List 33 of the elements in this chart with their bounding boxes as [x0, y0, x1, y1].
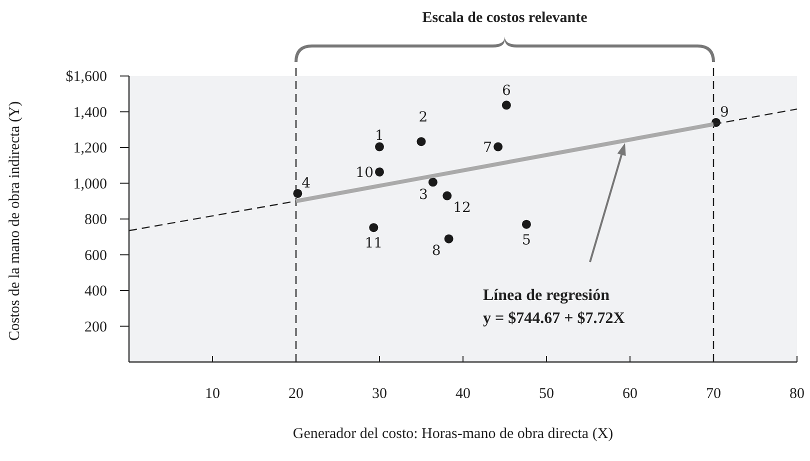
y-tick-label: 1,400 [73, 104, 107, 121]
y-axis-title: Costos de la mano de obra indirecta (Y) [7, 101, 23, 341]
x-tick-label: 60 [622, 386, 638, 402]
annotation: 8 [432, 242, 441, 259]
y-tick-label: 1,000 [73, 176, 107, 192]
x-tick-label: 50 [539, 386, 554, 402]
x-tick-label: 80 [790, 386, 804, 402]
annotation: 11 [364, 236, 383, 252]
annotation: Línea de regresión [483, 287, 610, 304]
y-tick-label: 200 [84, 319, 107, 336]
annotation: 6 [502, 83, 511, 100]
annotation: 5 [522, 232, 531, 248]
annotation: 7 [483, 140, 492, 156]
annotation: 10 [356, 164, 374, 181]
text: Escala de costos relevante [422, 10, 588, 26]
x-tick-label: 10 [205, 386, 220, 402]
x-tick-label: 40 [456, 386, 470, 402]
x-axis-title: Generador del costo: Horas-mano de obra directa (X) [292, 426, 614, 442]
y-tick-label: 400 [84, 284, 107, 300]
annotation: 2 [418, 110, 428, 126]
annotation: 1 [375, 128, 384, 144]
y-tick-label: 600 [84, 248, 107, 264]
annotation: y = $744.67 + $7.72X [483, 310, 626, 327]
annotation: 9 [720, 104, 729, 120]
y-tick-label: $1,600 [66, 69, 107, 85]
annotation: 12 [453, 200, 471, 216]
y-tick-label: 1,200 [73, 140, 107, 156]
x-tick-label: 30 [372, 386, 387, 402]
x-tick-label: 20 [288, 386, 304, 402]
annotation: 4 [302, 175, 311, 192]
annotation: 3 [419, 187, 428, 204]
x-tick-label: 70 [706, 386, 721, 402]
y-tick-label: 800 [84, 212, 107, 228]
